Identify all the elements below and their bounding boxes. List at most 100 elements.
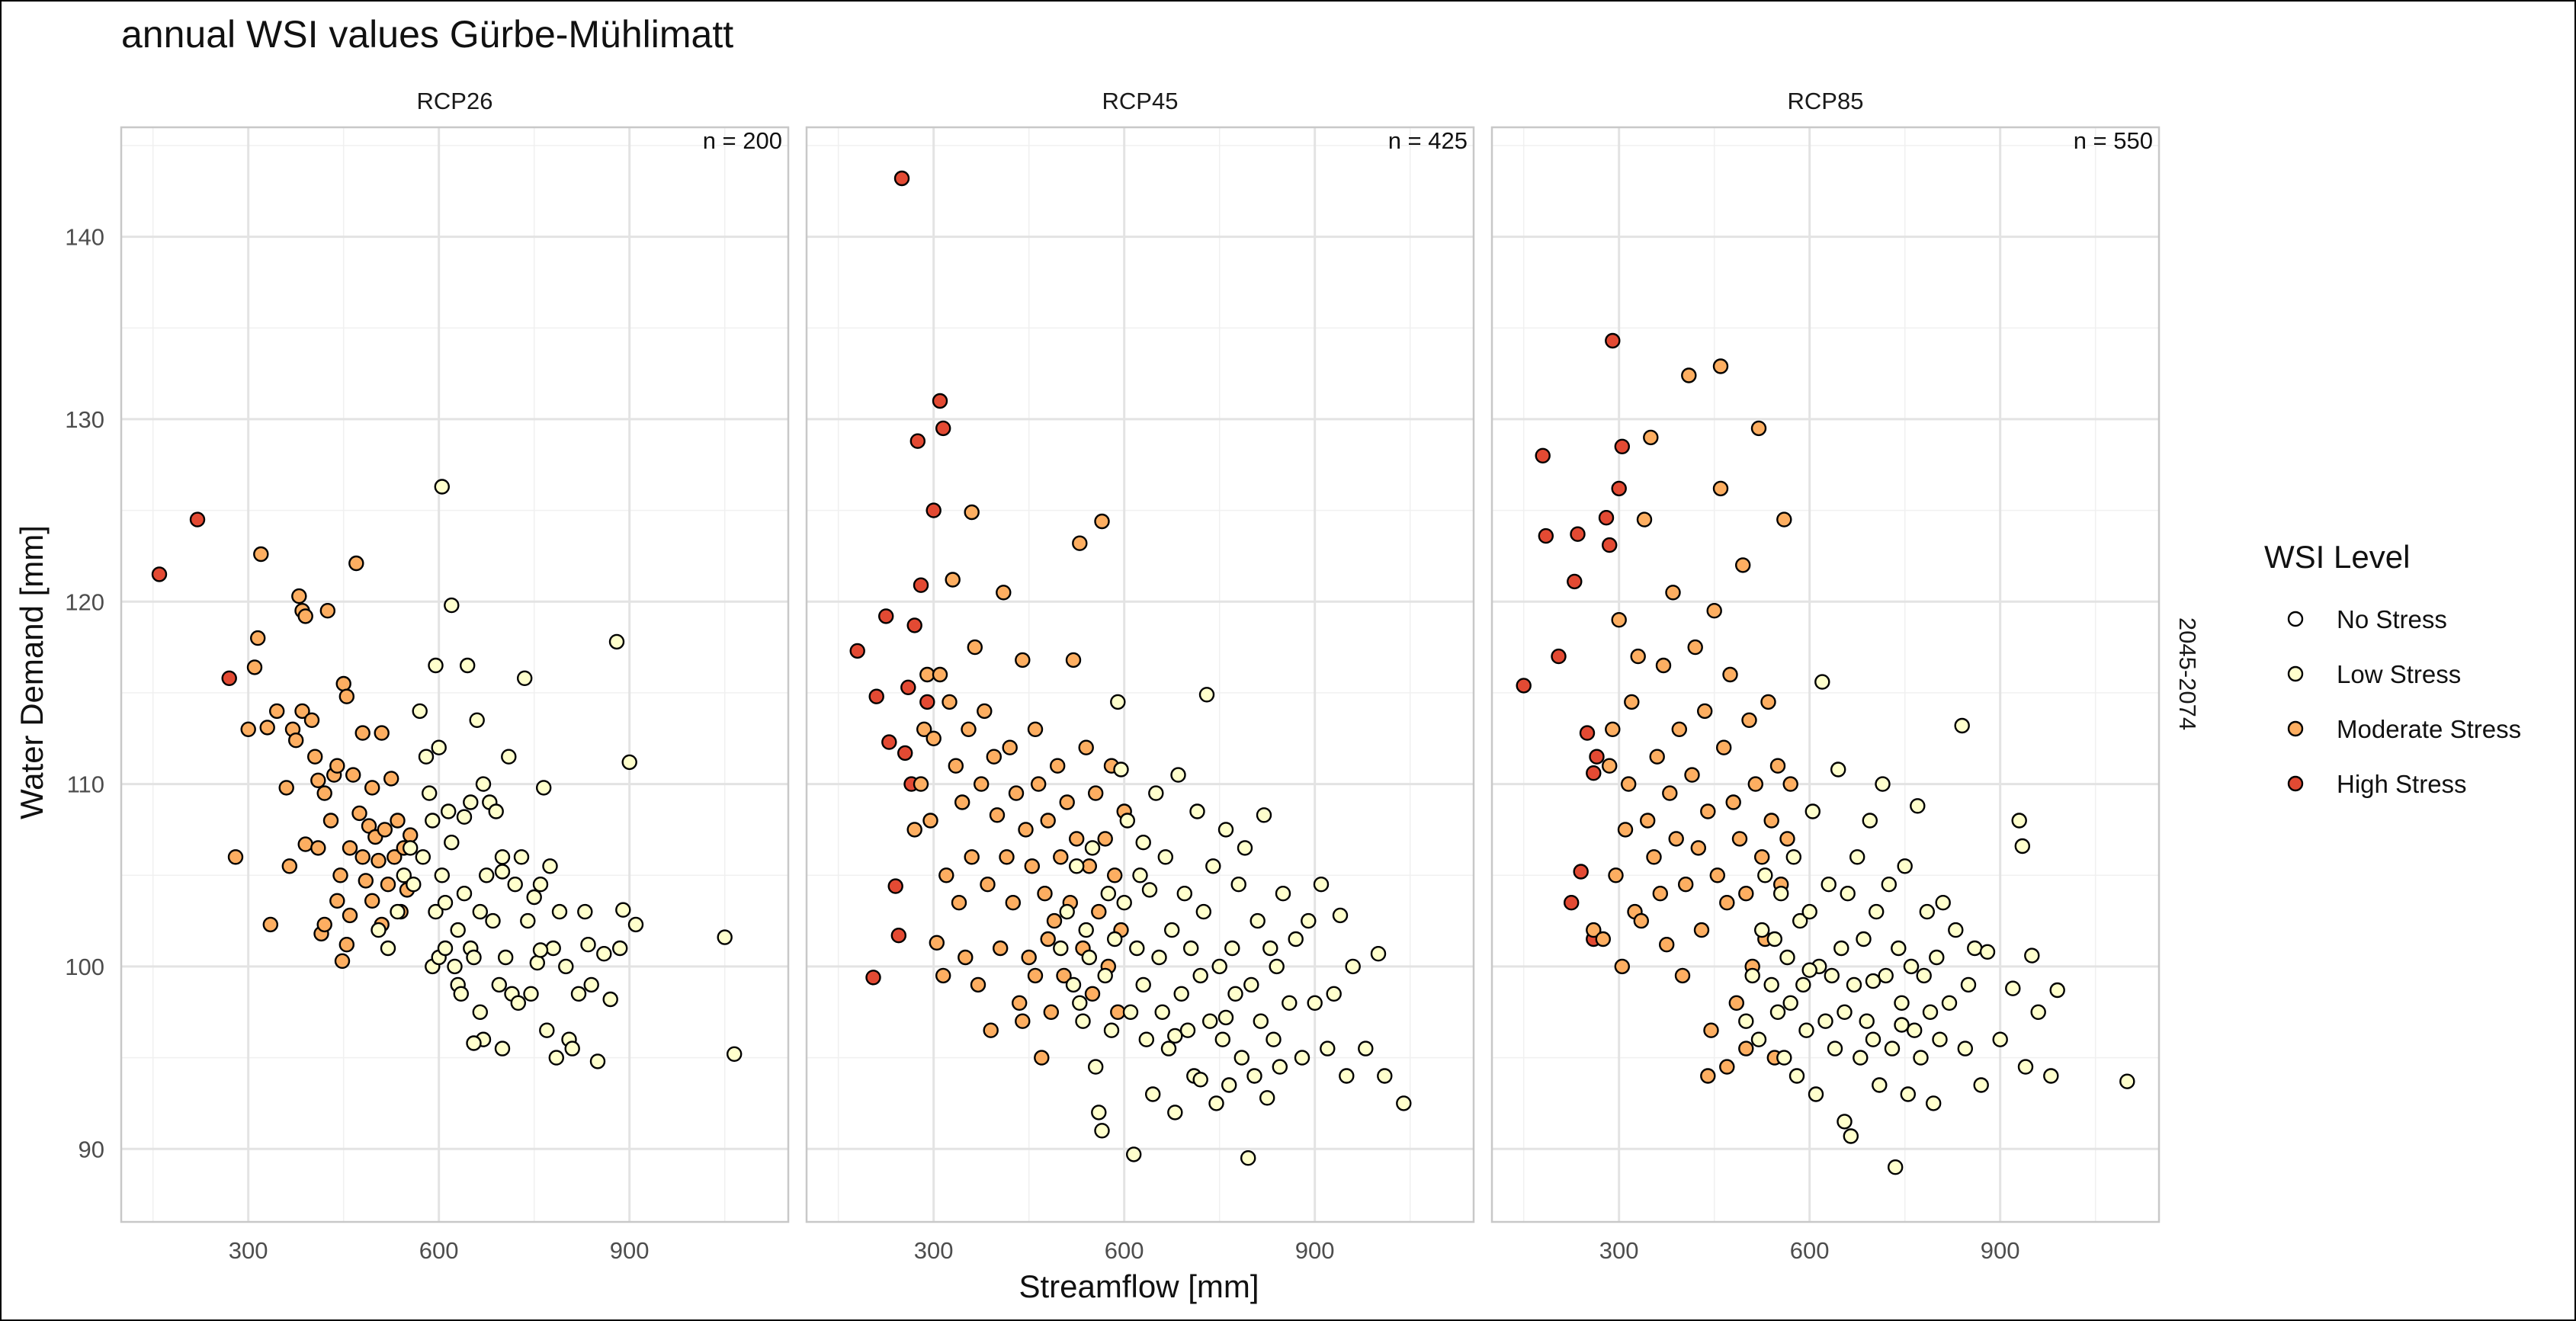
data-point	[1008, 785, 1025, 801]
legend: WSI Level No Stress Low Stress Moderate St…	[2264, 539, 2521, 798]
data-point	[1370, 945, 1387, 962]
data-point	[1932, 1031, 1948, 1047]
data-point	[1072, 995, 1088, 1012]
data-point	[1900, 1086, 1917, 1102]
x-tick-label: 600	[419, 1237, 459, 1264]
data-point	[1141, 882, 1158, 898]
data-point	[1170, 767, 1186, 783]
data-point	[415, 849, 431, 865]
data-point	[307, 749, 323, 765]
data-point	[925, 730, 942, 746]
data-point	[1043, 1004, 1060, 1021]
data-point	[897, 745, 913, 761]
data-point	[1894, 995, 1910, 1012]
data-point	[294, 703, 310, 720]
legend-label: No Stress	[2337, 605, 2447, 633]
data-point	[1563, 894, 1580, 911]
x-tick-label: 900	[1981, 1237, 2020, 1264]
x-tick-label: 600	[1105, 1237, 1144, 1264]
data-point	[532, 876, 549, 893]
data-point	[1878, 967, 1894, 984]
data-point	[1094, 513, 1110, 530]
panel-strip-label: RCP45	[1102, 88, 1179, 114]
data-point	[377, 822, 393, 838]
data-point	[338, 688, 354, 704]
data-point	[1658, 936, 1675, 953]
data-point	[1633, 912, 1650, 929]
data-point	[1891, 940, 1907, 957]
data-point	[890, 927, 907, 944]
data-point	[1195, 903, 1212, 920]
data-point	[1690, 840, 1707, 856]
data-point	[1208, 1095, 1224, 1111]
data-point	[1865, 973, 1881, 989]
data-point	[1157, 849, 1174, 865]
data-point	[1804, 803, 1821, 819]
data-point	[1750, 1031, 1767, 1047]
data-point	[615, 902, 631, 918]
data-point	[1738, 1013, 1754, 1029]
sample-size-label: n = 200	[703, 127, 782, 154]
legend-key	[2287, 665, 2304, 682]
data-point	[479, 867, 495, 883]
data-point	[893, 170, 910, 187]
data-point	[1272, 1059, 1288, 1075]
data-point	[1887, 1159, 1904, 1175]
y-tick-label: 140	[65, 224, 104, 251]
data-point	[545, 940, 561, 957]
data-point	[1097, 967, 1113, 984]
data-point	[498, 949, 514, 966]
data-point	[580, 936, 596, 953]
data-point	[1665, 585, 1681, 601]
data-point	[1106, 867, 1123, 883]
data-point	[1246, 1068, 1262, 1084]
data-point	[1217, 822, 1234, 838]
data-point	[1776, 511, 1792, 527]
sample-size-label: n = 550	[2074, 127, 2153, 154]
data-point	[942, 694, 958, 710]
data-point	[1868, 903, 1885, 920]
data-point	[1769, 1004, 1786, 1021]
data-point	[1614, 958, 1631, 975]
data-point	[513, 849, 530, 865]
data-point	[463, 794, 479, 810]
data-point	[1929, 949, 1945, 966]
data-point	[351, 805, 367, 822]
data-point	[1068, 831, 1085, 847]
data-point	[278, 780, 294, 796]
data-point	[1065, 976, 1082, 993]
data-point	[536, 780, 552, 796]
data-point	[1192, 1072, 1208, 1088]
data-point	[2030, 1004, 2046, 1021]
data-point	[1719, 1059, 1735, 1075]
data-point	[1881, 876, 1898, 893]
data-point	[412, 703, 428, 720]
data-point	[1712, 358, 1729, 374]
data-point	[1176, 885, 1193, 902]
data-point	[1269, 958, 1285, 975]
data-point	[390, 813, 406, 829]
data-point	[1859, 1013, 1875, 1029]
data-point	[1262, 940, 1278, 957]
data-point	[364, 893, 380, 909]
data-point	[1595, 931, 1612, 947]
data-point	[371, 922, 387, 938]
data-point	[900, 679, 916, 695]
data-point	[532, 942, 549, 958]
data-point	[475, 776, 492, 792]
data-point	[1198, 687, 1215, 703]
data-point	[529, 954, 545, 971]
data-point	[1024, 858, 1041, 874]
data-point	[1779, 949, 1795, 966]
data-point	[916, 721, 932, 737]
data-point	[383, 771, 399, 787]
data-point	[612, 940, 628, 957]
data-point	[1903, 958, 1920, 975]
points	[1516, 332, 2135, 1175]
data-point	[1671, 721, 1688, 737]
data-point	[954, 794, 970, 810]
data-point	[1084, 986, 1101, 1002]
data-point	[627, 916, 644, 933]
data-point	[913, 776, 929, 792]
data-point	[437, 894, 454, 911]
